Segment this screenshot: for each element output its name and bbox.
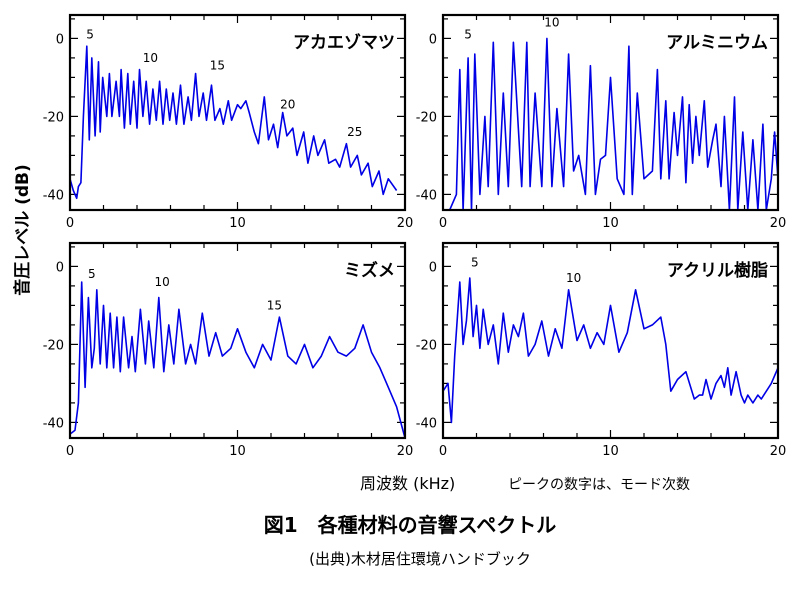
spectrum-line: [448, 37, 778, 210]
y-tick-label: 0: [56, 32, 64, 47]
chart-panel: 0 10 20 0 -20 -40 アカエゾマツ 5 10 15 20 25: [43, 13, 414, 231]
mode-order-label: 10: [544, 16, 559, 30]
x-tick-label: 20: [397, 444, 414, 459]
panel-title: アルミニウム: [666, 33, 768, 53]
chart-panel: 0 10 20 0 -20 -40 アクリル樹脂 5 10: [416, 241, 787, 459]
y-tick-label: -40: [43, 188, 64, 203]
plot-frame: [68, 13, 407, 212]
plot-frame: [68, 241, 407, 440]
panel-title: アクリル樹脂: [667, 260, 768, 281]
mode-order-label: 5: [464, 27, 472, 41]
x-tick-label: 0: [66, 444, 74, 459]
plot-frame: [441, 241, 780, 440]
x-tick-label: 0: [66, 216, 74, 231]
mode-order-label: 5: [88, 267, 96, 281]
chart-panel: 0 10 20 0 -20 -40 ミズメ 5 10 15: [43, 241, 414, 459]
x-axis-label: 周波数 (kHz): [360, 474, 455, 493]
figure-title: 図1 各種材料の音響スペクトル: [264, 513, 557, 537]
x-tick-label: 20: [397, 216, 414, 231]
figure-source: (出典)木材居住環境ハンドブック: [309, 550, 531, 568]
y-tick-label: -20: [43, 110, 64, 125]
mode-order-label: 10: [566, 271, 581, 285]
x-tick-label: 10: [229, 216, 246, 231]
x-tick-label: 20: [770, 216, 787, 231]
x-tick-label: 10: [602, 216, 619, 231]
x-tick-label: 10: [602, 444, 619, 459]
chart-panels: 0 10 20 0 -20 -40 アカエゾマツ 5 10 15 20 25 0 10 20 0 -20 -40 ア…: [43, 13, 787, 459]
y-tick-label: -20: [416, 110, 437, 125]
panel-title: アカエゾマツ: [293, 33, 395, 53]
y-tick-label: -40: [416, 416, 437, 431]
mode-order-label: 10: [154, 275, 169, 289]
y-axis-label: 音圧レベル (dB): [12, 164, 33, 296]
mode-order-note: ピークの数字は、モード次数: [508, 477, 690, 493]
y-tick-label: -20: [416, 338, 437, 353]
mode-order-label: 15: [267, 298, 282, 312]
y-tick-label: -20: [43, 338, 64, 353]
y-tick-label: 0: [56, 260, 64, 275]
y-tick-label: 0: [429, 32, 437, 47]
y-tick-label: -40: [416, 188, 437, 203]
mode-order-label: 20: [280, 98, 295, 112]
spectrum-line: [70, 45, 398, 200]
mode-order-label: 10: [143, 51, 158, 65]
y-tick-label: -40: [43, 416, 64, 431]
mode-order-label: 5: [86, 27, 94, 41]
plot-frame: [441, 13, 780, 212]
mode-order-label: 25: [347, 125, 362, 139]
y-tick-label: 0: [429, 260, 437, 275]
spectrum-line: [443, 277, 778, 424]
x-tick-label: 20: [770, 444, 787, 459]
chart-panel: 0 10 20 0 -20 -40 アルミニウム 5 10: [416, 13, 787, 231]
spectrum-line: [70, 281, 405, 438]
mode-order-label: 5: [471, 255, 479, 269]
x-tick-label: 0: [439, 216, 447, 231]
x-tick-label: 0: [439, 444, 447, 459]
panel-title: ミズメ: [344, 260, 395, 281]
x-tick-label: 10: [229, 444, 246, 459]
mode-order-label: 15: [210, 59, 225, 73]
